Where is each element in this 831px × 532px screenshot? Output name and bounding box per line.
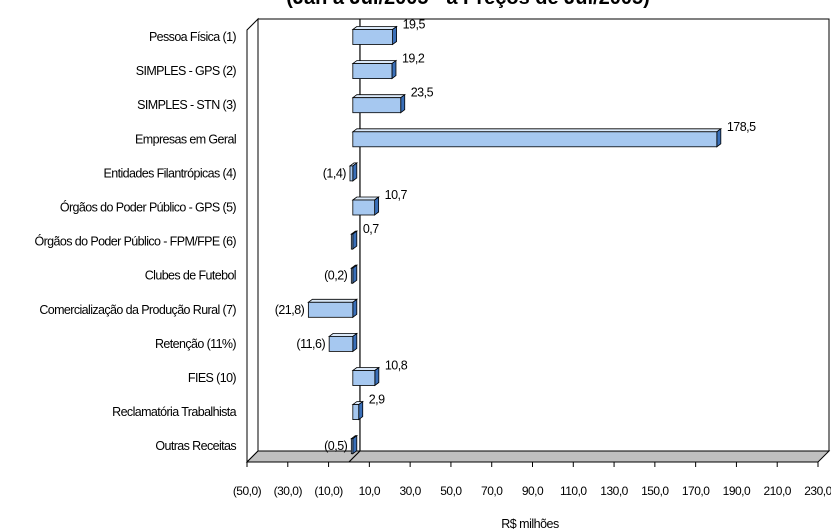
bar-front <box>352 97 402 114</box>
bar-top <box>307 298 359 303</box>
bar-front <box>350 438 354 455</box>
bar-front <box>350 267 354 284</box>
bar-side <box>391 59 397 80</box>
x-tick-label: 90,0 <box>522 484 544 498</box>
x-tick-label: 170,0 <box>682 484 710 498</box>
x-tick-label: 190,0 <box>723 484 751 498</box>
bar-front <box>352 131 718 148</box>
bar-top <box>351 60 398 64</box>
data-label: 0,7 <box>363 222 379 236</box>
bar <box>348 162 359 182</box>
bar-side <box>374 196 380 216</box>
bar-top <box>351 94 406 99</box>
bar <box>350 434 359 455</box>
bar-side <box>352 230 358 250</box>
x-tick-label: 10,0 <box>359 484 381 498</box>
x-axis-ticks: (50,0) (30,0) (10,0) 10,0 30,0 50,0 70,0 90,0 11… <box>233 462 831 498</box>
category-label: SIMPLES - STN (3) <box>137 98 236 112</box>
bar-front <box>307 301 354 318</box>
bar-side <box>716 128 722 148</box>
bar-side <box>374 366 380 387</box>
category-label: Órgãos do Poder Público - FPM/FPE (6) <box>35 234 237 249</box>
bar-side <box>400 93 406 114</box>
category-label: SIMPLES - GPS (2) <box>136 64 237 78</box>
x-tick-label: 230,0 <box>804 484 831 498</box>
x-tick-label: 210,0 <box>763 484 791 498</box>
category-label: Reclamatória Trabalhista <box>112 405 237 419</box>
chart-frame <box>245 17 831 464</box>
bar <box>351 128 723 148</box>
x-tick-label: 50,0 <box>440 484 462 498</box>
category-label: FIES (10) <box>188 371 237 385</box>
data-label: 2,9 <box>369 393 385 407</box>
x-tick-label: 110,0 <box>560 484 587 498</box>
category-label: Entidades Filantrópicas (4) <box>104 166 237 180</box>
bar-front <box>350 233 354 250</box>
x-tick-label: 70,0 <box>481 484 503 498</box>
bar <box>351 59 398 80</box>
data-label: 10,8 <box>385 359 408 373</box>
bar-side <box>358 400 364 421</box>
bar-top <box>351 26 398 30</box>
category-label: Retenção (11%) <box>155 337 236 351</box>
bar <box>351 196 380 216</box>
data-label: (11,6) <box>296 337 325 351</box>
side-wall <box>246 17 259 464</box>
x-tick-label: (30,0) <box>274 484 303 498</box>
zero-axis-floor-line <box>348 450 361 463</box>
data-label: (0,2) <box>324 269 348 283</box>
value-labels: 19,5 19,2 23,5 178,5 (1,4) 10,7 0,7 (0,2) (21,8)… <box>275 18 757 454</box>
category-label: Pessoa Física (1) <box>149 30 236 44</box>
category-labels: Pessoa Física (1) SIMPLES - GPS (2) SIMPLE… <box>35 30 238 453</box>
category-label: Órgãos do Poder Público - GPS (5) <box>60 200 237 215</box>
bar <box>351 400 364 421</box>
x-axis-label: R$ milhões <box>501 517 559 531</box>
data-label: 178,5 <box>727 120 756 134</box>
data-label: 23,5 <box>411 86 434 100</box>
bar-side <box>352 298 358 319</box>
bar-side <box>352 332 358 353</box>
bar-side <box>352 434 358 455</box>
bar-front <box>352 199 376 216</box>
x-tick-label: 150,0 <box>641 484 669 498</box>
bar-front <box>352 404 360 421</box>
bar-front <box>352 370 376 386</box>
data-label: (1,4) <box>323 166 347 180</box>
bar <box>351 25 398 46</box>
data-label: (21,8) <box>275 303 305 317</box>
data-label: (0,5) <box>324 439 348 453</box>
data-label: 19,2 <box>402 52 425 66</box>
category-label: Empresas em Geral <box>135 132 236 146</box>
category-label: Outras Receitas <box>155 439 236 453</box>
bar-side <box>352 162 358 182</box>
bar <box>350 230 359 250</box>
chart-title: (Jan a Jul/2005 - a Preços de Jul/2005) <box>286 0 650 9</box>
bar <box>307 298 359 319</box>
back-wall <box>257 18 830 452</box>
bar <box>351 93 406 114</box>
bar <box>327 332 359 353</box>
x-tick-label: (10,0) <box>314 484 343 498</box>
category-label: Clubes de Futebol <box>145 269 236 283</box>
bar-top <box>327 332 359 337</box>
data-label: 10,7 <box>385 188 408 202</box>
bar-side <box>392 25 397 46</box>
bar-front <box>328 335 354 352</box>
bar-side <box>352 264 358 285</box>
x-tick-label: 30,0 <box>399 484 421 498</box>
bar-top <box>351 128 723 133</box>
data-label: 19,5 <box>403 18 426 32</box>
bar-front <box>349 165 354 182</box>
bar <box>350 264 359 285</box>
bar <box>351 366 381 387</box>
x-tick-label: (50,0) <box>233 484 262 498</box>
bar-front <box>352 63 393 79</box>
x-tick-label: 130,0 <box>600 484 628 498</box>
category-label: Comercialização da Produção Rural (7) <box>39 303 236 317</box>
bars <box>307 25 723 455</box>
chart-floor <box>245 450 831 463</box>
bar-front <box>352 29 393 45</box>
